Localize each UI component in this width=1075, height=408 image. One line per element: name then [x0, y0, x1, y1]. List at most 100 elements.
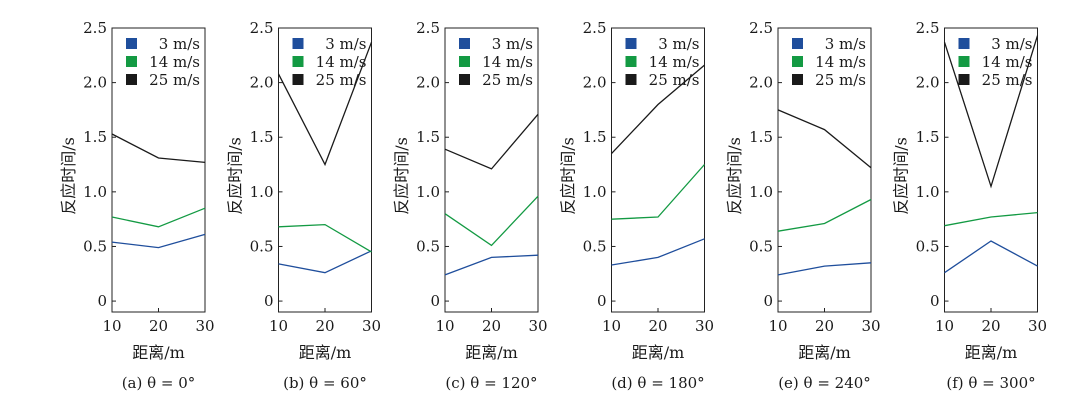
x-tick-label: 30	[861, 317, 880, 335]
legend-label: 14 m/s	[649, 53, 700, 71]
legend-swatch	[126, 56, 137, 67]
legend-swatch	[126, 74, 137, 85]
legend-swatch	[792, 38, 803, 49]
y-tick-label: 2.5	[416, 19, 440, 37]
series-line-3	[777, 109, 872, 169]
y-tick-label: 0.5	[416, 237, 440, 255]
series-line-3	[943, 35, 1039, 189]
series-line-3	[444, 113, 539, 170]
y-tick-label: 1.0	[83, 183, 107, 201]
series-line-2	[944, 211, 1038, 227]
y-tick-label: 0.5	[583, 237, 607, 255]
y-tick-label: 1.0	[416, 183, 440, 201]
x-tick-label: 20	[648, 317, 667, 335]
series-line-2	[111, 207, 206, 228]
y-tick-label: 1.0	[916, 183, 940, 201]
y-tick-label: 0	[97, 292, 107, 310]
x-tick-label: 20	[815, 317, 834, 335]
y-tick-label: 0.5	[250, 237, 274, 255]
series-line-2	[777, 198, 872, 232]
y-tick-label: 2.0	[416, 74, 440, 92]
legend-swatch	[625, 74, 637, 85]
y-tick-label: 2.5	[583, 19, 607, 37]
legend-label: 3 m/s	[159, 35, 200, 53]
series-line-3	[111, 133, 206, 164]
legend-swatch	[459, 38, 470, 49]
x-tick-label: 20	[149, 317, 168, 335]
panel-caption: (c) θ = 120°	[445, 374, 537, 392]
panel-caption: (a) θ = 0°	[122, 374, 196, 392]
x-tick-label: 10	[602, 317, 621, 335]
y-tick-label: 2.0	[250, 74, 274, 92]
legend-label: 14 m/s	[482, 53, 533, 71]
y-tick-label: 0	[763, 292, 773, 310]
legend-swatch	[459, 56, 470, 67]
y-tick-label: 1.0	[749, 183, 773, 201]
x-tick-label: 20	[981, 317, 1000, 335]
x-axis-label: 距离/m	[299, 343, 352, 362]
y-tick-label: 2.0	[83, 74, 107, 92]
series-line-1	[777, 262, 872, 276]
y-tick-label: 0	[264, 292, 274, 310]
chart-panel-2: 0 0.5 1.0 1.5 2.0 2.5 10 20 30 3 m/s14 m/s25 m/s 反…	[226, 19, 382, 392]
x-tick-label: 30	[362, 317, 381, 335]
legend-swatch	[292, 74, 304, 85]
y-tick-label: 2.0	[916, 74, 940, 92]
y-tick-label: 0	[597, 292, 607, 310]
x-tick-label: 10	[935, 317, 954, 335]
y-tick-label: 1.5	[83, 128, 107, 146]
chart-panel-4: 0 0.5 1.0 1.5 2.0 2.5 10 20 30 3 m/s14 m/s25 m/s 反…	[559, 19, 715, 392]
legend-swatch	[958, 74, 970, 85]
legend-swatch	[792, 56, 803, 67]
y-tick-label: 0.5	[749, 237, 773, 255]
y-tick-label: 0.5	[83, 237, 107, 255]
panel-caption: (d) θ = 180°	[611, 374, 704, 392]
x-axis-label: 距离/m	[465, 343, 518, 362]
y-tick-label: 0	[430, 292, 440, 310]
series-line-1	[611, 238, 705, 266]
legend-swatch	[126, 38, 137, 49]
y-tick-label: 2.5	[83, 19, 107, 37]
y-tick-label: 2.0	[583, 74, 607, 92]
legend-swatch	[625, 56, 637, 67]
legend-label: 25 m/s	[649, 71, 700, 89]
x-tick-label: 10	[435, 317, 454, 335]
panel-caption: (b) θ = 60°	[283, 374, 367, 392]
legend-label: 25 m/s	[482, 71, 533, 89]
panel-caption: (f) θ = 300°	[946, 374, 1035, 392]
series-line-2	[611, 164, 705, 220]
x-axis-label: 距离/m	[132, 343, 185, 362]
y-axis-label: 反应时间/s	[559, 137, 578, 215]
x-tick-label: 30	[528, 317, 547, 335]
legend-swatch	[459, 74, 470, 85]
y-tick-label: 1.5	[916, 128, 940, 146]
series-line-1	[444, 254, 539, 276]
series-line-2	[278, 223, 372, 253]
chart-panel-1: 0 0.5 1.0 1.5 2.0 2.5 10 20 30 3 m/s14 m/s25 m/s 反…	[59, 19, 215, 392]
chart-panel-6: 0 0.5 1.0 1.5 2.0 2.5 10 20 30 3 m/s14 m/s25 m/s 反…	[892, 19, 1048, 392]
legend-label: 3 m/s	[825, 35, 866, 53]
legend-label: 25 m/s	[982, 71, 1033, 89]
x-axis-label: 距离/m	[965, 343, 1018, 362]
legend-swatch	[958, 56, 970, 67]
x-tick-label: 30	[1028, 317, 1047, 335]
panel-caption: (e) θ = 240°	[778, 374, 871, 392]
y-tick-label: 1.5	[250, 128, 274, 146]
y-tick-label: 2.0	[749, 74, 773, 92]
chart-panel-3: 0 0.5 1.0 1.5 2.0 2.5 10 20 30 3 m/s14 m/s25 m/s 反…	[392, 19, 548, 392]
y-tick-label: 1.5	[749, 128, 773, 146]
legend-swatch	[792, 74, 803, 85]
series-line-3	[277, 41, 373, 167]
y-tick-label: 1.0	[250, 183, 274, 201]
x-axis-label: 距离/m	[632, 343, 685, 362]
series-line-2	[444, 195, 539, 247]
series-line-3	[611, 64, 705, 155]
y-tick-label: 1.5	[416, 128, 440, 146]
legend-label: 14 m/s	[982, 53, 1033, 71]
legend-label: 3 m/s	[492, 35, 533, 53]
y-axis-label: 反应时间/s	[725, 137, 744, 215]
y-tick-label: 2.5	[250, 19, 274, 37]
legend-swatch	[958, 38, 970, 49]
series-line-1	[111, 233, 206, 249]
